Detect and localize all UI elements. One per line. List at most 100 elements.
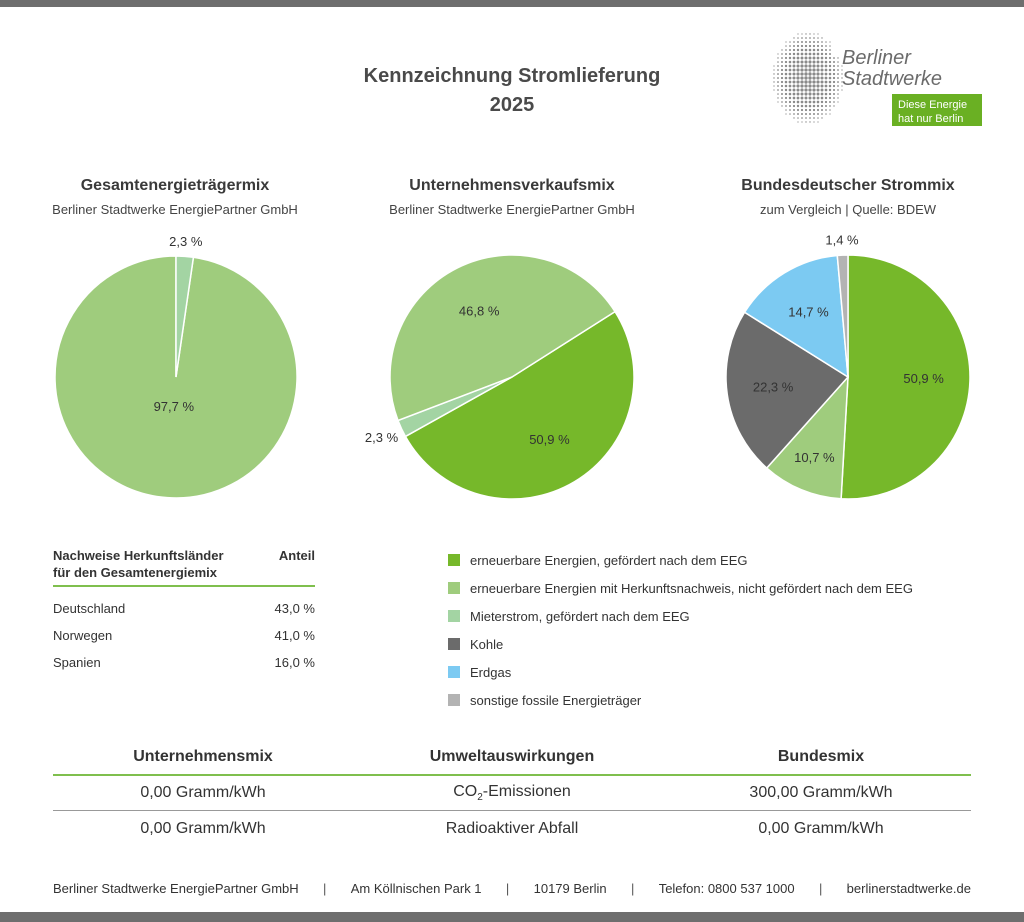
legend-label: Erdgas xyxy=(470,664,512,680)
logo-dot xyxy=(788,72,792,76)
logo-dot xyxy=(801,37,803,39)
logo-dot xyxy=(792,96,796,100)
logo-dot xyxy=(804,48,808,52)
environmental-impact-table: Unternehmensmix Umweltauswirkungen Bunde… xyxy=(53,740,971,846)
legend-label: erneuerbare Energien mit Herkunftsnachwe… xyxy=(470,580,913,596)
logo-dot xyxy=(824,80,828,84)
logo-dot xyxy=(808,112,812,116)
logo-dot xyxy=(784,96,788,100)
bottom-border xyxy=(0,912,1024,922)
logo-dot xyxy=(773,65,775,67)
logo-dot xyxy=(808,44,812,48)
logo-dot xyxy=(796,108,800,112)
logo-dot xyxy=(808,80,812,84)
logo-dot xyxy=(808,68,812,72)
logo-dot xyxy=(792,72,796,76)
logo-dot xyxy=(788,96,792,100)
logo-dot xyxy=(796,80,800,84)
logo-dot xyxy=(788,88,792,92)
legend-label: erneuerbare Energien, gefördert nach dem… xyxy=(470,552,748,568)
logo-dot xyxy=(796,68,800,72)
logo-dot xyxy=(837,69,839,71)
logo-dot xyxy=(800,44,804,48)
logo-dot xyxy=(796,104,800,108)
logo-dot xyxy=(837,93,839,95)
chart-title: Bundesdeutscher Strommix xyxy=(741,177,955,194)
logo-dot xyxy=(800,76,804,80)
country-name: Spanien xyxy=(53,655,101,670)
legend-swatch-eeg xyxy=(448,554,460,566)
logo-dot xyxy=(829,41,831,43)
logo-dot xyxy=(785,53,787,55)
pie-data-label: 2,3 % xyxy=(365,430,399,445)
logo-dot xyxy=(841,65,843,67)
legend-item: Mieterstrom, gefördert nach dem EEG xyxy=(448,602,988,630)
logo-dot xyxy=(792,48,796,52)
logo-dot xyxy=(824,72,828,76)
country-share: 16,0 % xyxy=(274,655,315,670)
country-share: 43,0 % xyxy=(274,601,315,616)
logo-dot xyxy=(828,64,832,68)
logo-dot xyxy=(837,81,839,83)
logo-dot xyxy=(837,101,839,103)
logo-berlin-dots xyxy=(773,33,843,123)
logo-dot xyxy=(777,53,779,55)
logo-dot xyxy=(773,73,775,75)
company-logo: Berliner Stadtwerke Diese Energie hat nu… xyxy=(773,33,982,126)
logo-dot xyxy=(820,104,824,108)
logo-dot xyxy=(828,80,832,84)
logo-dot xyxy=(808,76,812,80)
logo-dot xyxy=(816,56,820,60)
logo-dot xyxy=(800,84,804,88)
origin-header-share: Anteil xyxy=(278,548,315,563)
logo-dot xyxy=(800,72,804,76)
logo-dot xyxy=(821,37,823,39)
table-row: 0,00 Gramm/kWh Radioaktiver Abfall 0,00 … xyxy=(53,811,971,846)
footer-separator: | xyxy=(323,881,327,896)
logo-dot xyxy=(800,68,804,72)
legend-swatch-erdgas xyxy=(448,666,460,678)
chart-subtitle: Berliner Stadtwerke EnergiePartner GmbH xyxy=(52,202,298,217)
pie-chart-2: 50,9 % 2,3 % 46,8 % xyxy=(365,254,635,500)
origin-header-line2: für den Gesamtenergiemix xyxy=(53,565,217,580)
logo-dot xyxy=(833,61,835,63)
chart-title: Unternehmensverkaufsmix xyxy=(409,177,615,194)
logo-dot xyxy=(824,84,828,88)
logo-dot xyxy=(833,97,835,99)
logo-dot xyxy=(800,48,804,52)
footer-separator: | xyxy=(505,881,510,896)
logo-dot xyxy=(808,40,812,44)
logo-dot xyxy=(817,113,819,115)
logo-dot xyxy=(804,40,808,44)
footer: Berliner Stadtwerke EnergiePartner GmbH … xyxy=(53,881,971,896)
logo-dot xyxy=(800,52,804,56)
pie-data-label: 1,4 % xyxy=(825,232,859,247)
logo-dot xyxy=(832,64,836,68)
logo-dot xyxy=(824,88,828,92)
page-title: Kennzeichnung Stromlieferung 2025 xyxy=(312,62,712,120)
logo-dot xyxy=(812,84,816,88)
logo-dot xyxy=(804,112,808,116)
origin-countries-table: Nachweise Herkunftsländer für den Gesamt… xyxy=(53,547,315,676)
logo-dot xyxy=(808,60,812,64)
logo-dot xyxy=(825,109,827,111)
logo-dot xyxy=(789,113,791,115)
logo-dot xyxy=(841,89,843,91)
logo-dot xyxy=(796,48,800,52)
logo-dot xyxy=(784,84,788,88)
logo-dot xyxy=(797,37,799,39)
logo-dot xyxy=(792,52,796,56)
chart-title: Gesamtenergieträgermix xyxy=(80,177,270,194)
footer-separator: | xyxy=(630,881,635,896)
chart-header-bundes: Bundesdeutscher Strommix zum Vergleich |… xyxy=(698,176,998,218)
logo-dot xyxy=(820,48,824,52)
logo-dot xyxy=(812,44,816,48)
logo-dot xyxy=(792,100,796,104)
logo-dot xyxy=(784,76,788,80)
logo-dot xyxy=(812,96,816,100)
logo-dot xyxy=(804,52,808,56)
logo-dot xyxy=(784,80,788,84)
logo-dot xyxy=(808,72,812,76)
logo-dot xyxy=(812,68,816,72)
logo-dot xyxy=(808,96,812,100)
